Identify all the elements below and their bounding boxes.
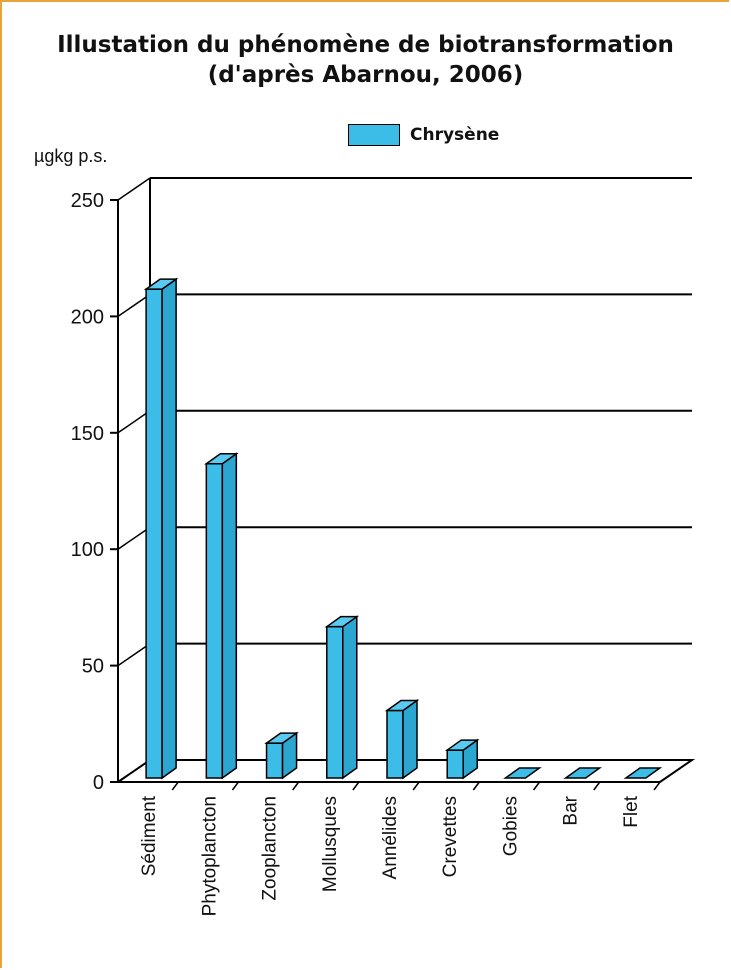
- chart-legend: Chrysène: [348, 122, 499, 148]
- bar-zero: [563, 767, 603, 779]
- x-tick: [412, 781, 420, 791]
- bar-top: [143, 278, 179, 290]
- bar-front: [446, 749, 464, 779]
- legend-swatch: [348, 124, 400, 146]
- side-wall-top-edge: [117, 177, 151, 201]
- legend-label: Chrysène: [410, 125, 500, 145]
- x-tick-label: Mollusques: [320, 796, 341, 892]
- x-tick-label: Crevettes: [440, 796, 461, 877]
- x-tick: [171, 781, 179, 791]
- y-tick-label: 0: [93, 772, 104, 794]
- bar-side: [342, 615, 358, 780]
- x-tick-label: Bar: [561, 795, 582, 825]
- y-tick-label: 50: [82, 656, 104, 678]
- x-tick: [653, 781, 661, 791]
- x-tick: [292, 781, 300, 791]
- bar-front: [265, 742, 284, 779]
- gridline-side: [117, 293, 151, 318]
- bar-top: [264, 732, 299, 744]
- y-tick-label: 100: [71, 539, 104, 561]
- x-tick-label: Zooplancton: [260, 796, 281, 901]
- bar-side: [402, 699, 418, 780]
- x-tick-label: Flet: [621, 795, 642, 827]
- x-tick: [593, 781, 601, 791]
- bar-front: [326, 625, 344, 779]
- bar-front: [386, 709, 404, 779]
- gridline-side: [117, 642, 151, 667]
- bar-front: [145, 288, 163, 779]
- gridline-side: [117, 526, 151, 550]
- x-tick: [352, 781, 360, 791]
- y-tick-label: 200: [71, 306, 104, 328]
- chart-title: Illustation du phénomène de biotransform…: [57, 32, 674, 58]
- chart-subtitle: (d'après Abarnou, 2006): [207, 62, 524, 88]
- bar-zero: [623, 767, 663, 779]
- x-tick: [231, 781, 240, 791]
- x-tick: [532, 781, 541, 791]
- bar-top: [324, 615, 360, 628]
- x-tick-label: Gobies: [500, 796, 521, 856]
- bar-top: [444, 739, 480, 751]
- x-tick-label: Phytoplancton: [199, 796, 220, 916]
- y-tick-label: 150: [71, 423, 104, 445]
- y-axis-unit-label: µgkg p.s.: [34, 146, 108, 166]
- bar-front: [205, 462, 224, 779]
- x-tick-label: Sédiment: [139, 795, 160, 876]
- bar-top: [203, 452, 239, 465]
- gridline-side: [117, 410, 151, 434]
- bar-zero: [503, 767, 542, 779]
- bar-side: [221, 452, 238, 780]
- x-tick-label: Annélides: [380, 796, 401, 879]
- bar-top: [384, 699, 420, 712]
- bar-side: [161, 277, 177, 780]
- y-tick-label: 250: [71, 190, 104, 212]
- x-tick: [472, 781, 480, 791]
